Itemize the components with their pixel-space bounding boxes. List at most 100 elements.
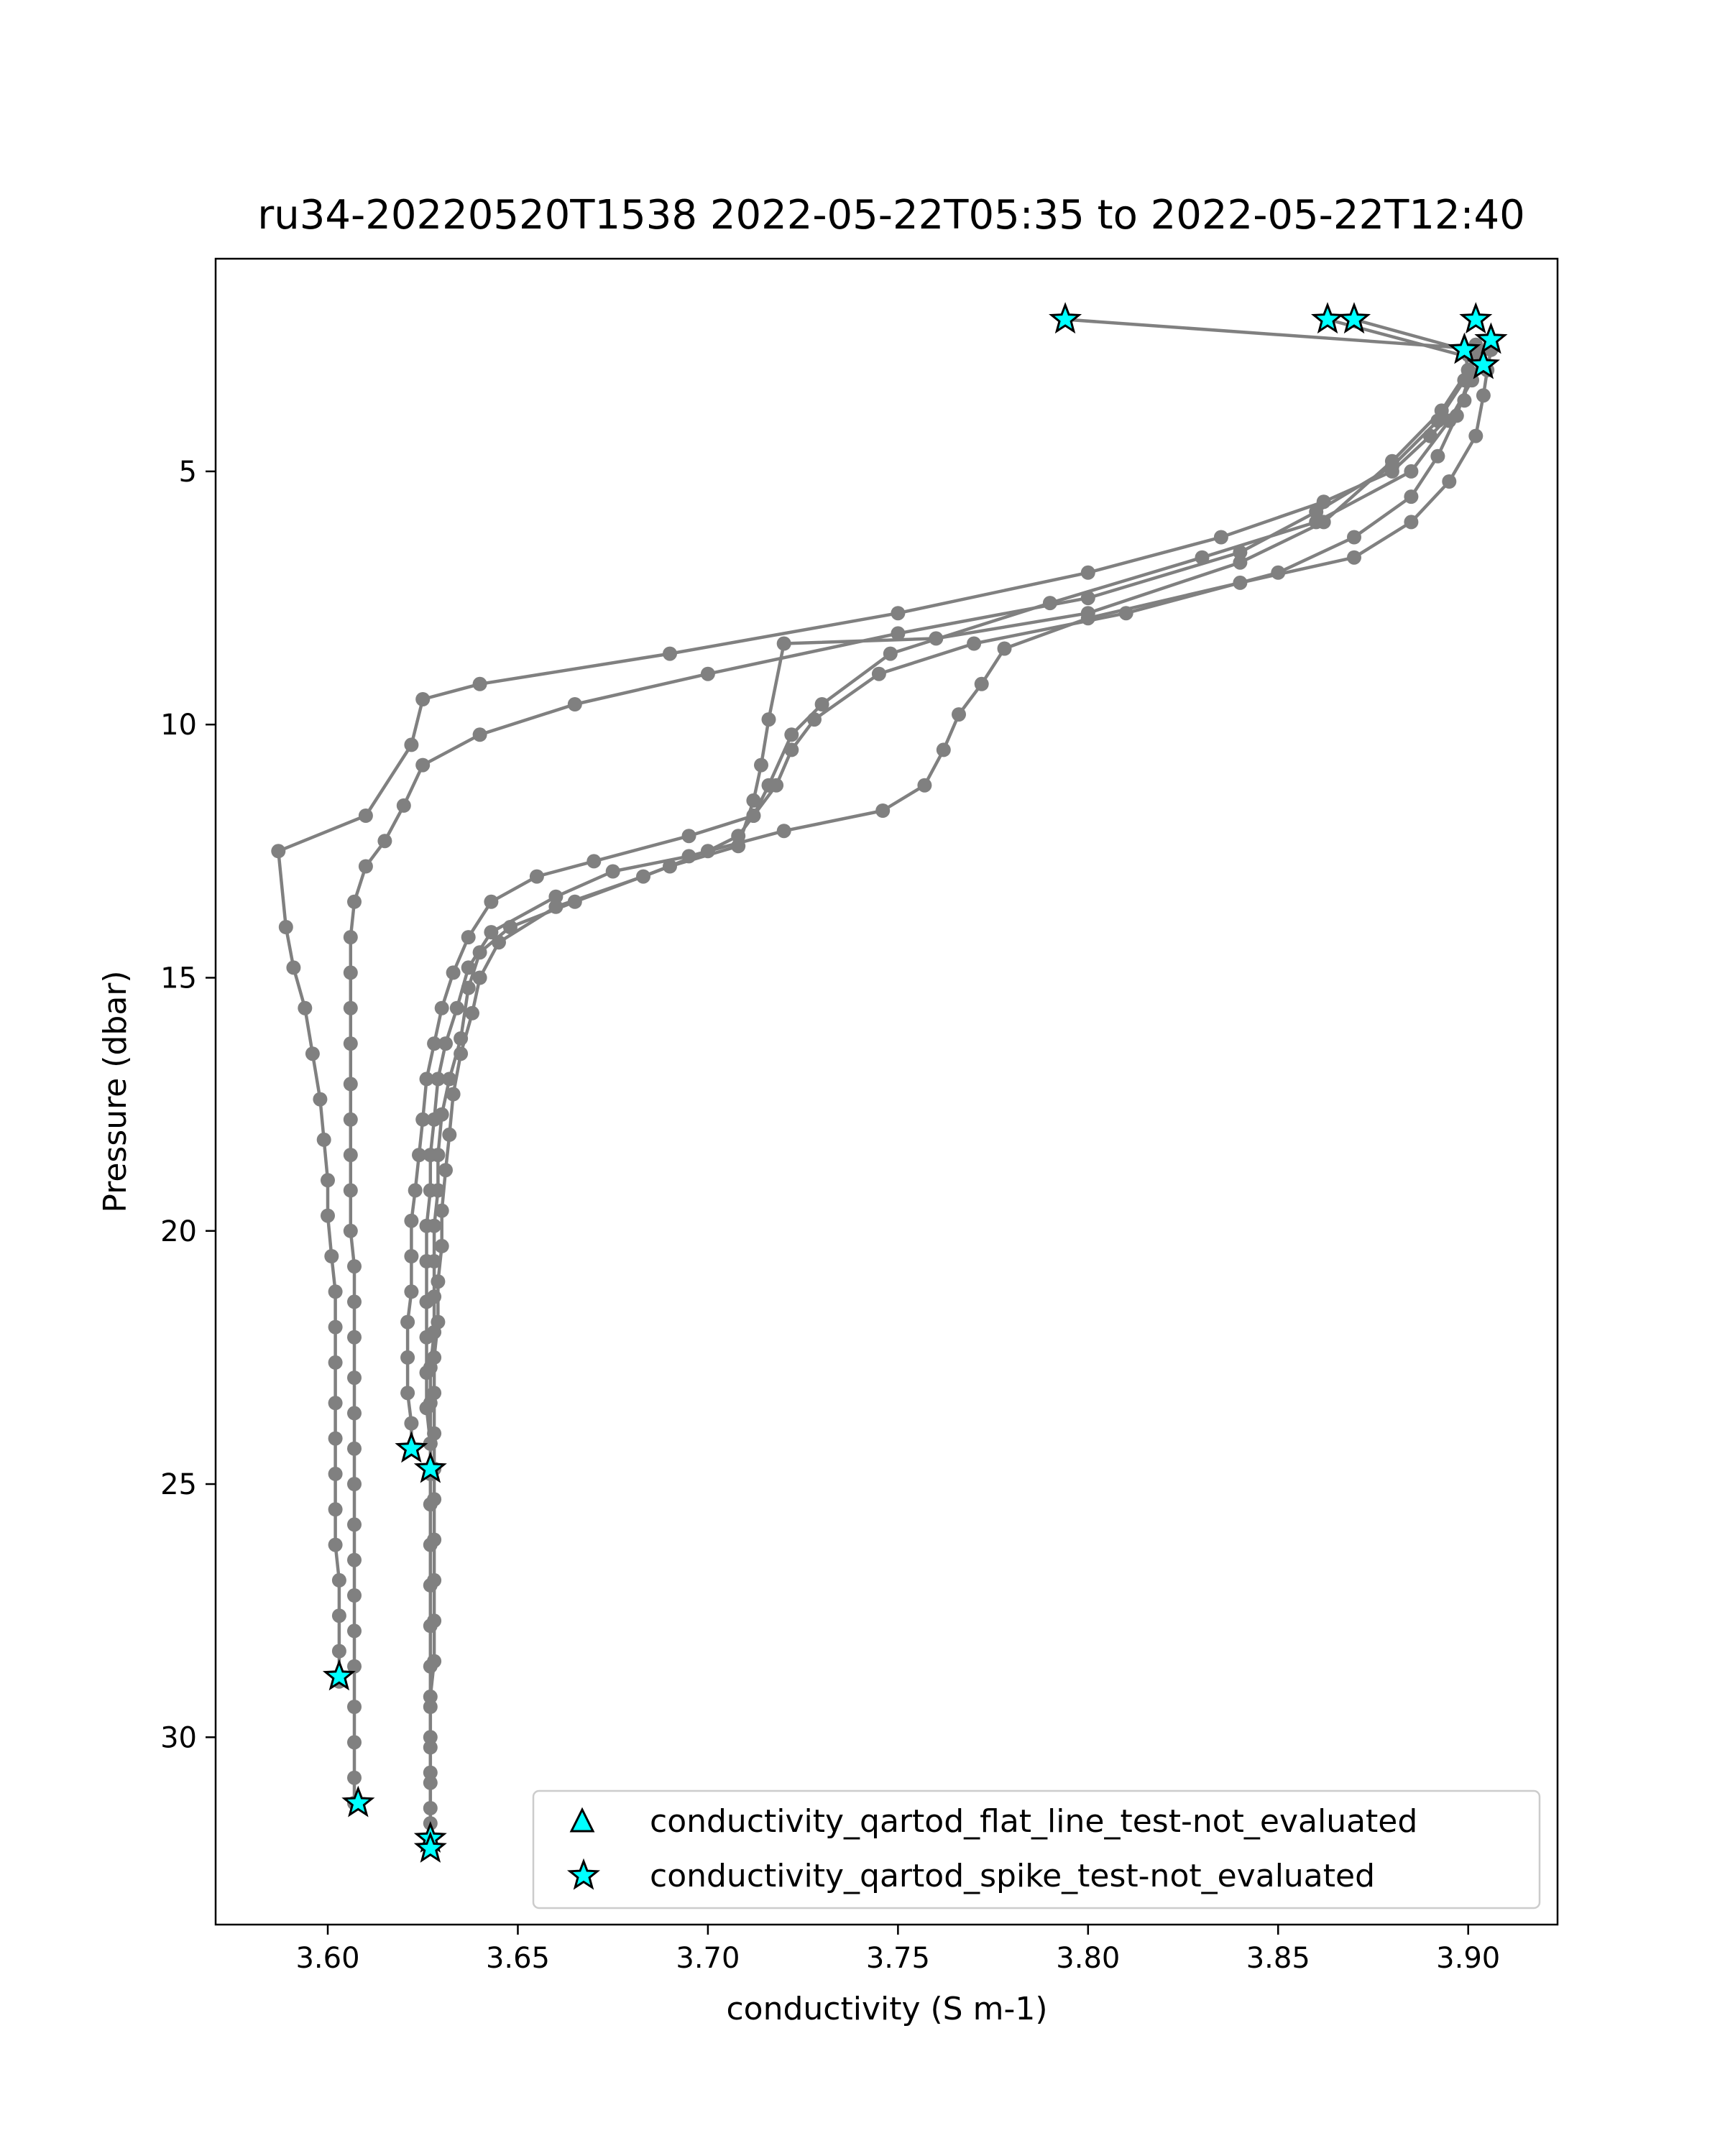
data-point xyxy=(814,697,829,711)
data-point xyxy=(472,970,487,985)
data-point xyxy=(328,1537,343,1552)
data-point xyxy=(404,737,419,752)
data-point xyxy=(461,930,476,945)
data-point xyxy=(431,1314,446,1330)
data-point xyxy=(286,960,301,975)
data-point xyxy=(316,1132,331,1147)
data-point xyxy=(784,742,799,757)
legend-triangle-icon xyxy=(569,1807,595,1833)
data-point xyxy=(1384,464,1399,479)
data-point xyxy=(1476,388,1491,403)
data-point xyxy=(408,1183,423,1198)
spike-flag-star xyxy=(413,1451,447,1483)
data-point xyxy=(419,1254,434,1268)
data-point xyxy=(321,1173,335,1188)
data-point xyxy=(271,844,286,859)
spike-flag-star xyxy=(341,1785,375,1818)
data-point xyxy=(347,1370,362,1386)
spike-flag-star xyxy=(413,1831,447,1863)
data-point xyxy=(347,1406,362,1421)
data-point xyxy=(1080,565,1095,580)
data-point xyxy=(997,641,1012,656)
data-point xyxy=(404,1213,419,1228)
data-point xyxy=(415,692,431,706)
x-axis-label: conductivity (S m-1) xyxy=(726,1991,1047,2027)
data-point xyxy=(404,1416,419,1431)
data-point xyxy=(431,1274,446,1289)
data-point xyxy=(343,1000,358,1015)
data-point xyxy=(663,646,677,661)
data-point xyxy=(419,1294,434,1309)
x-tick-label: 3.90 xyxy=(1436,1942,1500,1975)
data-point xyxy=(415,1112,431,1127)
data-point xyxy=(776,824,791,839)
data-point xyxy=(1271,565,1286,580)
data-point xyxy=(377,834,392,849)
data-point xyxy=(427,1350,442,1365)
data-point xyxy=(396,798,411,813)
data-point xyxy=(461,960,476,975)
data-point xyxy=(974,676,989,691)
data-point xyxy=(328,1284,343,1299)
data-point xyxy=(1442,474,1457,489)
data-point xyxy=(1468,428,1484,443)
data-point xyxy=(807,712,822,727)
data-point xyxy=(343,930,358,945)
data-point xyxy=(1233,555,1248,570)
data-point xyxy=(343,1036,358,1051)
data-point xyxy=(454,1046,469,1061)
data-point xyxy=(891,606,906,621)
data-point xyxy=(347,1441,362,1456)
data-point xyxy=(328,1319,343,1335)
data-point xyxy=(484,894,499,909)
data-point xyxy=(883,646,898,661)
data-point xyxy=(331,1608,346,1623)
data-point xyxy=(1457,393,1472,408)
spike-flag-star xyxy=(1459,302,1493,334)
profile-line-4 xyxy=(405,344,1478,1449)
spike-flag-star xyxy=(1466,347,1500,379)
data-point xyxy=(358,808,373,823)
data-point xyxy=(754,757,768,773)
data-point xyxy=(529,869,544,884)
legend-entry-flat-line: conductivity_qartod_flat_line_test-not_e… xyxy=(650,1803,1417,1840)
data-point xyxy=(400,1350,415,1365)
data-point xyxy=(347,1294,362,1309)
data-point xyxy=(1080,591,1095,606)
spike-flag-star xyxy=(1474,322,1508,354)
data-point xyxy=(871,666,886,681)
data-point xyxy=(784,727,799,742)
data-point xyxy=(1118,606,1133,621)
data-point xyxy=(427,1492,442,1507)
y-tick-label: 25 xyxy=(160,1468,197,1501)
data-point xyxy=(438,1036,453,1051)
profile-series-3 xyxy=(419,312,1499,1476)
data-point xyxy=(465,1005,479,1021)
data-point xyxy=(548,889,564,904)
data-point xyxy=(700,666,715,681)
data-point xyxy=(548,899,564,914)
data-point xyxy=(343,1148,358,1163)
data-point xyxy=(431,1072,446,1087)
data-point xyxy=(449,1000,464,1015)
data-point xyxy=(567,697,582,711)
data-point xyxy=(400,1386,415,1401)
spike-flag-star xyxy=(1448,332,1481,364)
data-point xyxy=(343,1112,358,1127)
data-point xyxy=(769,778,784,793)
data-point xyxy=(423,1183,438,1198)
x-axis-ticks: 3.60 3.65 3.70 3.75 3.80 3.85 3.90 xyxy=(295,1925,1500,1975)
data-point xyxy=(347,894,362,909)
spike-flag-star xyxy=(1337,302,1371,334)
data-point xyxy=(427,1386,442,1401)
data-point xyxy=(891,626,906,641)
data-point xyxy=(423,1436,438,1451)
y-tick-label: 10 xyxy=(160,709,197,742)
y-tick-label: 20 xyxy=(160,1215,197,1248)
data-point xyxy=(1233,545,1248,560)
plot-area xyxy=(271,302,1508,1863)
profile-series-4 xyxy=(400,337,1484,1456)
data-point xyxy=(324,1249,339,1263)
data-point xyxy=(761,712,776,727)
data-point xyxy=(776,636,791,651)
